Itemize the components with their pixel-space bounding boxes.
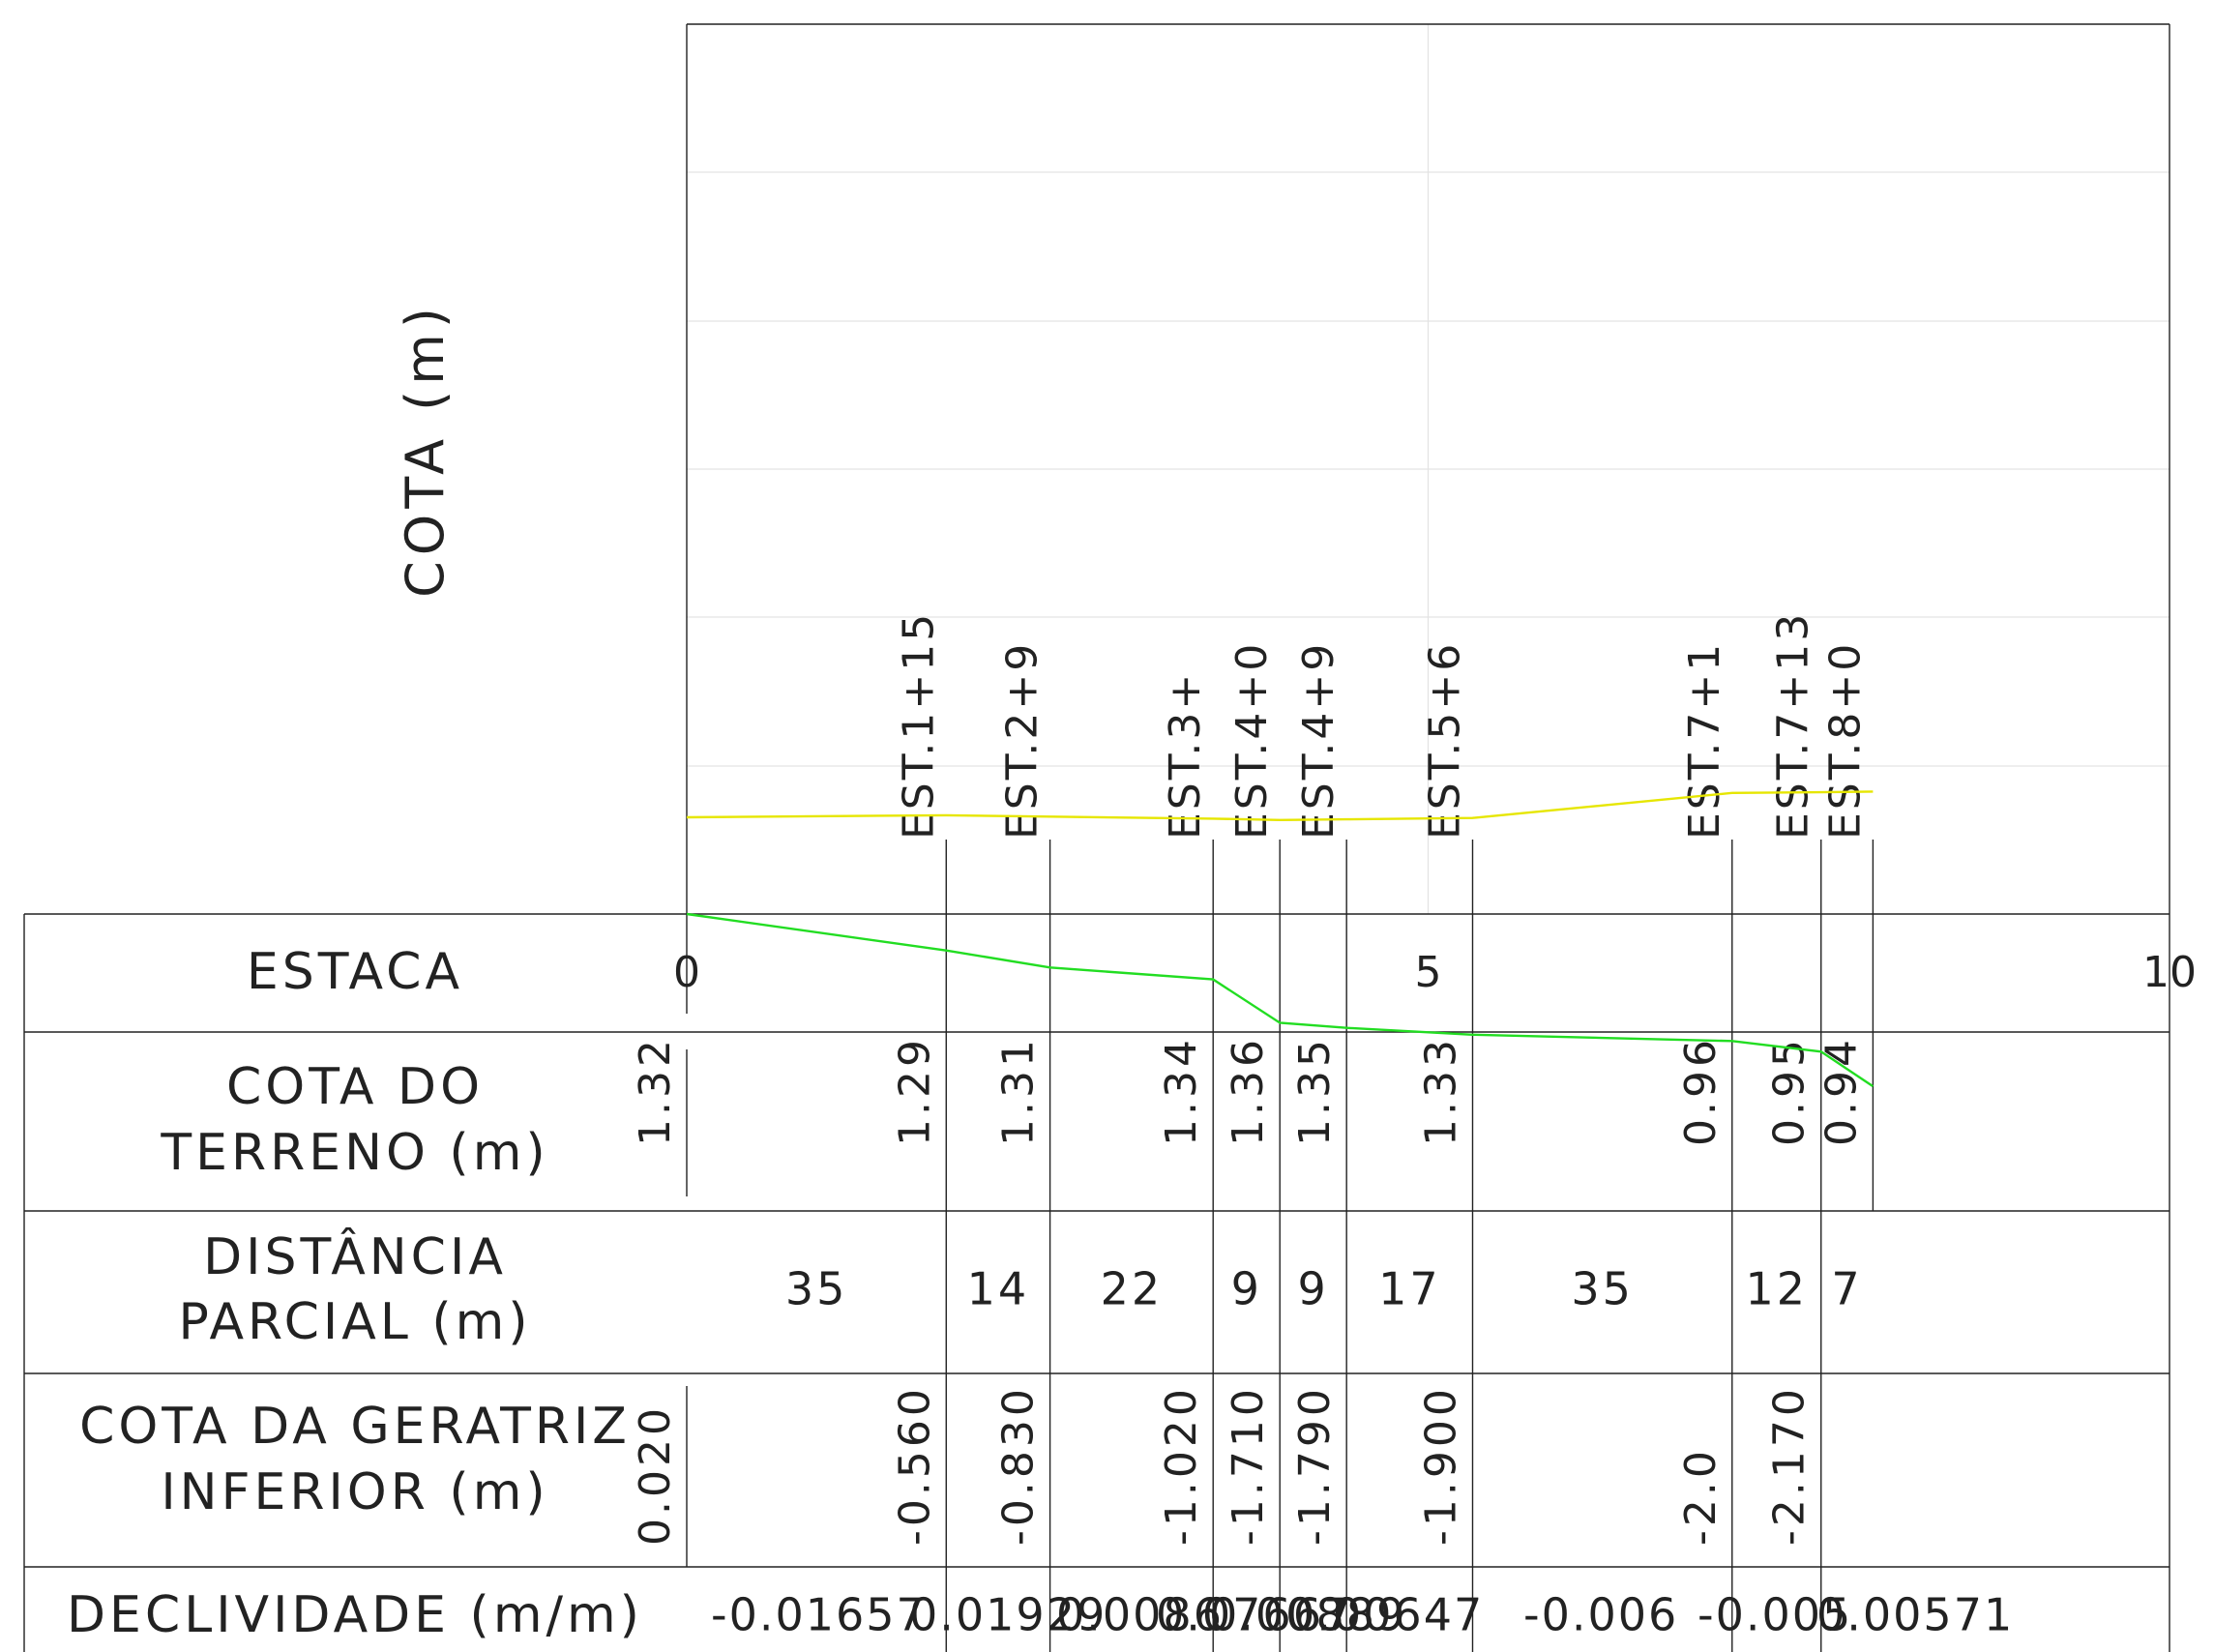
cota-geratriz-value: -2.170 <box>1765 1385 1815 1546</box>
cota-geratriz-value: -1.710 <box>1224 1385 1273 1546</box>
station-name: EST.7+1 <box>1680 641 1729 840</box>
row-label-cota-geratriz: INFERIOR (m) <box>161 1463 548 1521</box>
station-name: EST.1+15 <box>894 611 943 840</box>
declividade-value: 0.00647 <box>1286 1589 1484 1641</box>
row-label-cota-terreno: COTA DO <box>226 1058 484 1116</box>
cota-geratriz-value: -2.0 <box>1676 1447 1726 1546</box>
row-labels: ESTACA COTA DO TERRENO (m) DISTÂNCIA PARCIAL… <box>67 943 643 1644</box>
declividade-value: -0.01657 <box>711 1589 927 1641</box>
table-frame <box>23 23 2170 1652</box>
cota-geratriz-value: -0.830 <box>994 1385 1044 1546</box>
estaca-scale: 0 5 10 <box>673 948 2197 997</box>
distancia-values: 35 14 22 9 9 17 35 12 7 <box>785 1263 1862 1315</box>
distancia-value: 7 <box>1831 1263 1862 1315</box>
station-name: EST.3+ <box>1161 671 1210 840</box>
declividade-value: 0.00571 <box>1816 1589 2014 1641</box>
declividade-value: 0.07667 <box>1156 1589 1353 1641</box>
row-label-distancia: PARCIAL (m) <box>178 1293 531 1351</box>
distancia-value: 35 <box>785 1263 848 1315</box>
declividade-value: -0.006 <box>1523 1589 1678 1641</box>
station-name: EST.8+0 <box>1820 641 1870 840</box>
profile-series <box>686 790 1875 1088</box>
cota-terreno-values: 1.32 1.29 1.31 1.34 1.36 1.35 1.33 0.96 0.95 0.94 <box>631 1036 1866 1146</box>
distancia-value: 35 <box>1571 1263 1634 1315</box>
station-names: EST.1+15 EST.2+9 EST.3+ EST.4+0 EST.4+9 EST.5… <box>894 611 1870 840</box>
estaca-tick-label: 0 <box>673 948 700 997</box>
distancia-value: 14 <box>967 1263 1030 1315</box>
declividade-value: 0.0086 <box>1056 1589 1224 1641</box>
row-label-declividade: DECLIVIDADE (m/m) <box>67 1586 643 1644</box>
estaca-tick-label: 10 <box>2142 948 2197 997</box>
cota-terreno-value: 0.96 <box>1676 1036 1726 1146</box>
cota-terreno-value: 1.29 <box>890 1036 939 1146</box>
terreno-profile-line <box>686 790 1874 822</box>
cota-geratriz-value: 0.020 <box>631 1404 680 1546</box>
station-name: EST.2+9 <box>998 641 1048 840</box>
station-name: EST.4+0 <box>1227 641 1277 840</box>
cota-terreno-value: 1.32 <box>631 1036 680 1146</box>
distancia-value: 9 <box>1231 1263 1262 1315</box>
cota-geratriz-value: -0.560 <box>890 1385 939 1546</box>
geratriz-profile-line <box>686 912 1875 1088</box>
cota-terreno-value: 1.34 <box>1157 1036 1206 1146</box>
station-name: EST.5+6 <box>1420 641 1469 840</box>
cota-terreno-value: 1.31 <box>994 1036 1044 1146</box>
cota-terreno-value: 1.36 <box>1224 1036 1273 1146</box>
cota-geratriz-values: 0.020 -0.560 -0.830 -1.020 -1.710 -1.790 -1.90… <box>631 1385 1815 1546</box>
cota-terreno-value: 0.95 <box>1765 1036 1815 1146</box>
cota-terreno-value: 1.35 <box>1290 1036 1340 1146</box>
cota-geratriz-value: -1.020 <box>1157 1385 1206 1546</box>
station-name: EST.4+9 <box>1294 641 1343 840</box>
row-label-estaca: ESTACA <box>247 943 463 1001</box>
distancia-value: 12 <box>1745 1263 1808 1315</box>
estaca-tick-label: 5 <box>1415 948 1442 997</box>
y-axis-title: COTA (m) <box>395 302 456 598</box>
distancia-value: 9 <box>1298 1263 1329 1315</box>
cota-geratriz-value: -1.790 <box>1290 1385 1340 1546</box>
station-lines <box>945 840 1875 1652</box>
distancia-value: 22 <box>1101 1263 1164 1315</box>
declividade-values: -0.016570.019290.00860.076670.008890.006… <box>711 1589 2014 1641</box>
row-label-cota-terreno: TERRENO (m) <box>160 1124 548 1182</box>
cota-terreno-value: 1.33 <box>1416 1036 1465 1146</box>
declividade-value: -0.005 <box>1697 1589 1852 1641</box>
cota-geratriz-value: -1.900 <box>1416 1385 1465 1546</box>
distancia-value: 17 <box>1378 1263 1441 1315</box>
row-label-distancia: DISTÂNCIA <box>203 1227 507 1286</box>
plot-grid <box>687 24 2170 914</box>
declividade-value: 0.01929 <box>909 1589 1107 1641</box>
row-label-cota-geratriz: COTA DA GERATRIZ <box>79 1398 631 1456</box>
station-name: EST.7+13 <box>1769 611 1818 840</box>
declividade-value: 0.00889 <box>1209 1589 1406 1641</box>
